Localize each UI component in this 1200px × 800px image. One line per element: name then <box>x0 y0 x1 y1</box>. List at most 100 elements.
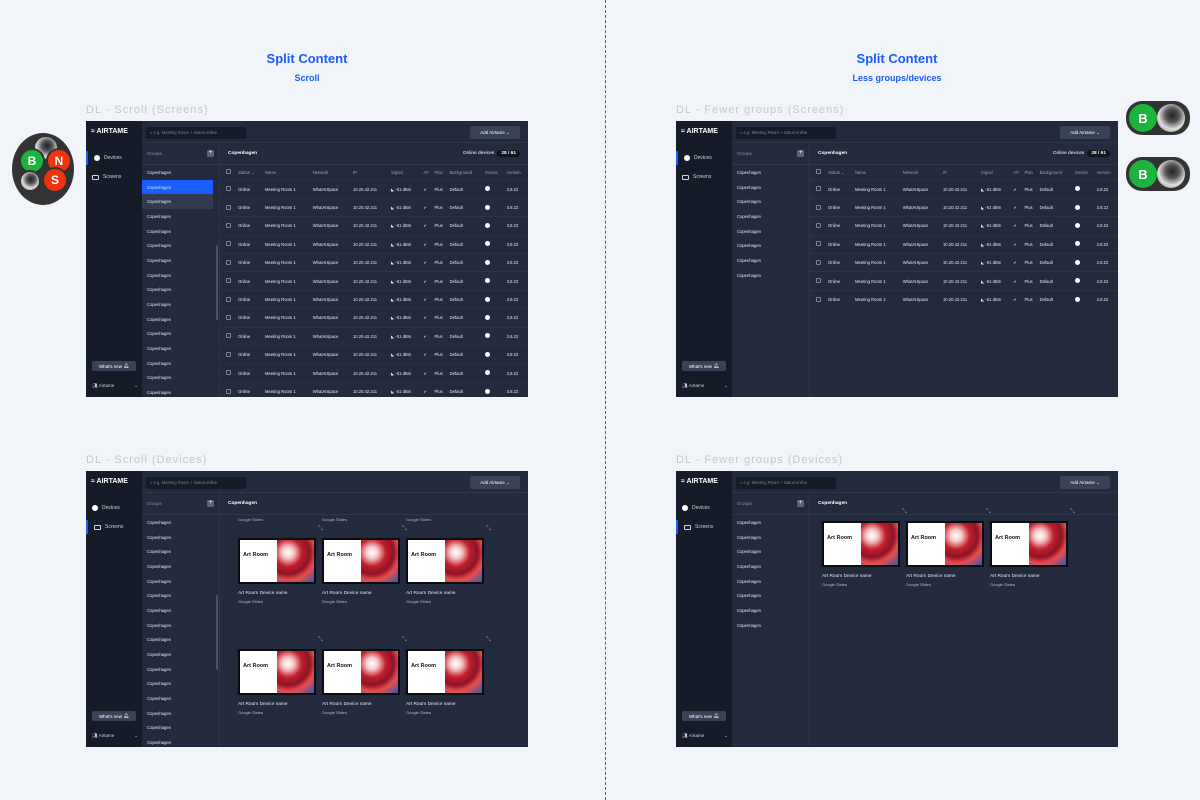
search-input[interactable]: ⌕ e.g. Meeting Room + status:online <box>146 477 246 489</box>
column-header[interactable]: Status ⌄ <box>238 169 255 175</box>
device-card[interactable]: Art Room Art Room Device name Google Sli… <box>322 649 400 715</box>
row-checkbox[interactable] <box>816 259 821 265</box>
group-item[interactable]: Copenhagen <box>147 696 171 702</box>
expand-icon[interactable]: ⤡ <box>486 526 491 532</box>
account-menu[interactable]: 👥︎ Airtame ⌄ <box>682 383 728 389</box>
nav-screens[interactable]: Screens <box>676 170 732 184</box>
device-card[interactable]: Art Room Art Room Device name Google Sli… <box>406 649 484 715</box>
group-item[interactable]: Copenhagen <box>147 578 171 584</box>
account-menu[interactable]: 👥︎ Airtame ⌄ <box>92 733 138 739</box>
select-all-checkbox[interactable] <box>816 169 821 175</box>
add-group-button[interactable]: + <box>207 500 214 507</box>
avatar-b[interactable]: B <box>1129 160 1157 188</box>
group-item[interactable]: Copenhagen <box>147 360 171 366</box>
device-card[interactable]: Art Room Art Room Device name Google Sli… <box>990 521 1068 587</box>
expand-icon[interactable]: ⤡ <box>318 526 323 532</box>
row-checkbox[interactable] <box>816 222 821 228</box>
group-item[interactable]: Copenhagen <box>737 243 761 249</box>
group-item[interactable]: Copenhagen <box>142 179 213 195</box>
row-checkbox[interactable] <box>226 333 231 339</box>
table-row[interactable]: Online Meeting Room 1 WhatAISpace 10.20.42.… <box>810 289 1118 309</box>
table-row[interactable]: Online Meeting Room 1 WhatAISpace 10.20.42.… <box>810 271 1118 291</box>
row-checkbox[interactable] <box>226 370 231 376</box>
table-row[interactable]: Online Meeting Room 1 WhatAISpace 10.20.42.… <box>220 271 528 291</box>
group-item[interactable]: Copenhagen <box>147 534 171 540</box>
group-item[interactable]: Copenhagen <box>147 607 171 613</box>
table-row[interactable]: Online Meeting Room 1 WhatAISpace 10.20.42.… <box>220 197 528 217</box>
nav-devices[interactable]: Devices <box>86 151 142 165</box>
expand-icon[interactable]: ⤡ <box>318 637 323 643</box>
row-checkbox[interactable] <box>226 241 231 247</box>
group-item[interactable]: Copenhagen <box>737 257 761 263</box>
group-item[interactable]: Copenhagen <box>147 740 171 746</box>
nav-devices[interactable]: Devices <box>676 501 732 515</box>
expand-icon[interactable]: ⤡ <box>402 637 407 643</box>
avatar-photo[interactable] <box>1157 160 1185 188</box>
table-row[interactable]: Online Meeting Room 1 WhatAISpace 10.20.42.… <box>220 381 528 397</box>
group-item[interactable]: Copenhagen <box>737 199 761 205</box>
group-item[interactable]: Copenhagen <box>147 316 171 322</box>
add-group-button[interactable]: + <box>797 150 804 157</box>
search-input[interactable]: ⌕ e.g. Meeting Room + status:online <box>146 127 246 139</box>
group-item[interactable]: Copenhagen <box>147 243 171 249</box>
table-row[interactable]: Online Meeting Room 1 WhatAISpace 10.20.42.… <box>220 326 528 346</box>
group-item[interactable]: Copenhagen <box>147 666 171 672</box>
device-card-partial[interactable]: Google Slides <box>322 514 400 522</box>
row-checkbox[interactable] <box>816 296 821 302</box>
group-item[interactable]: Copenhagen <box>147 725 171 731</box>
group-item[interactable]: Copenhagen <box>147 710 171 716</box>
table-row[interactable]: Online Meeting Room 1 WhatAISpace 10.20.42.… <box>810 197 1118 217</box>
table-row[interactable]: Online Meeting Room 1 WhatAISpace 10.20.42.… <box>810 179 1118 199</box>
group-item[interactable]: Copenhagen <box>737 622 761 628</box>
group-item[interactable]: Copenhagen <box>737 534 761 540</box>
group-item[interactable]: Copenhagen <box>147 302 171 308</box>
avatar-photo[interactable] <box>19 170 41 192</box>
group-item[interactable]: Copenhagen <box>147 622 171 628</box>
device-card[interactable]: Art Room Art Room Device name Google Sli… <box>322 538 400 604</box>
whats-new-button[interactable]: What's new 🔔︎ <box>92 711 136 721</box>
group-item[interactable]: Copenhagen <box>737 169 761 175</box>
add-airtame-button[interactable]: Add Airtame ⌄ <box>1060 126 1110 139</box>
search-input[interactable]: ⌕ e.g. Meeting Room + status:online <box>736 477 836 489</box>
table-row[interactable]: Online Meeting Room 1 WhatAISpace 10.20.42.… <box>220 308 528 328</box>
group-item[interactable]: Copenhagen <box>147 272 171 278</box>
expand-icon[interactable]: ⤡ <box>486 637 491 643</box>
group-item[interactable]: Copenhagen <box>147 519 171 525</box>
table-row[interactable]: Online Meeting Room 1 WhatAISpace 10.20.42.… <box>220 179 528 199</box>
group-item[interactable]: Copenhagen <box>737 563 761 569</box>
add-airtame-button[interactable]: Add Airtame ⌄ <box>470 476 520 489</box>
group-item[interactable]: Copenhagen <box>147 213 171 219</box>
group-item[interactable]: Copenhagen <box>147 287 171 293</box>
groups-scrollbar[interactable] <box>216 245 218 320</box>
group-item[interactable]: Copenhagen <box>737 184 761 190</box>
table-row[interactable]: Online Meeting Room 1 WhatAISpace 10.20.42.… <box>810 253 1118 272</box>
group-item[interactable]: Copenhagen <box>142 194 213 210</box>
group-item[interactable]: Copenhagen <box>737 593 761 599</box>
avatar-b[interactable]: B <box>1129 104 1157 132</box>
group-item[interactable]: Copenhagen <box>147 169 171 175</box>
group-item[interactable]: Copenhagen <box>147 549 171 555</box>
nav-screens[interactable]: Screens <box>676 520 732 534</box>
expand-icon[interactable]: ⤡ <box>986 509 991 515</box>
nav-screens[interactable]: Screens <box>86 520 142 534</box>
row-checkbox[interactable] <box>226 314 231 320</box>
device-card[interactable]: Art Room Art Room Device name Google Sli… <box>238 538 316 604</box>
row-checkbox[interactable] <box>816 186 821 192</box>
add-airtame-button[interactable]: Add Airtame ⌄ <box>1060 476 1110 489</box>
group-item[interactable]: Copenhagen <box>737 228 761 234</box>
group-item[interactable]: Copenhagen <box>737 607 761 613</box>
add-airtame-button[interactable]: Add Airtame ⌄ <box>470 126 520 139</box>
table-row[interactable]: Online Meeting Room 1 WhatAISpace 10.20.42.… <box>810 216 1118 236</box>
account-menu[interactable]: 👥︎ Airtame ⌄ <box>682 733 728 739</box>
group-item[interactable]: Copenhagen <box>147 257 171 263</box>
group-item[interactable]: Copenhagen <box>737 549 761 555</box>
device-card-partial[interactable]: Google Slides <box>406 514 484 522</box>
add-group-button[interactable]: + <box>797 500 804 507</box>
expand-icon[interactable]: ⤡ <box>1070 509 1075 515</box>
row-checkbox[interactable] <box>226 222 231 228</box>
row-checkbox[interactable] <box>816 204 821 210</box>
whats-new-button[interactable]: What's new 🔔︎ <box>92 361 136 371</box>
row-checkbox[interactable] <box>816 241 821 247</box>
group-item[interactable]: Copenhagen <box>147 563 171 569</box>
device-card[interactable]: Art Room Art Room Device name Google Sli… <box>822 521 900 587</box>
